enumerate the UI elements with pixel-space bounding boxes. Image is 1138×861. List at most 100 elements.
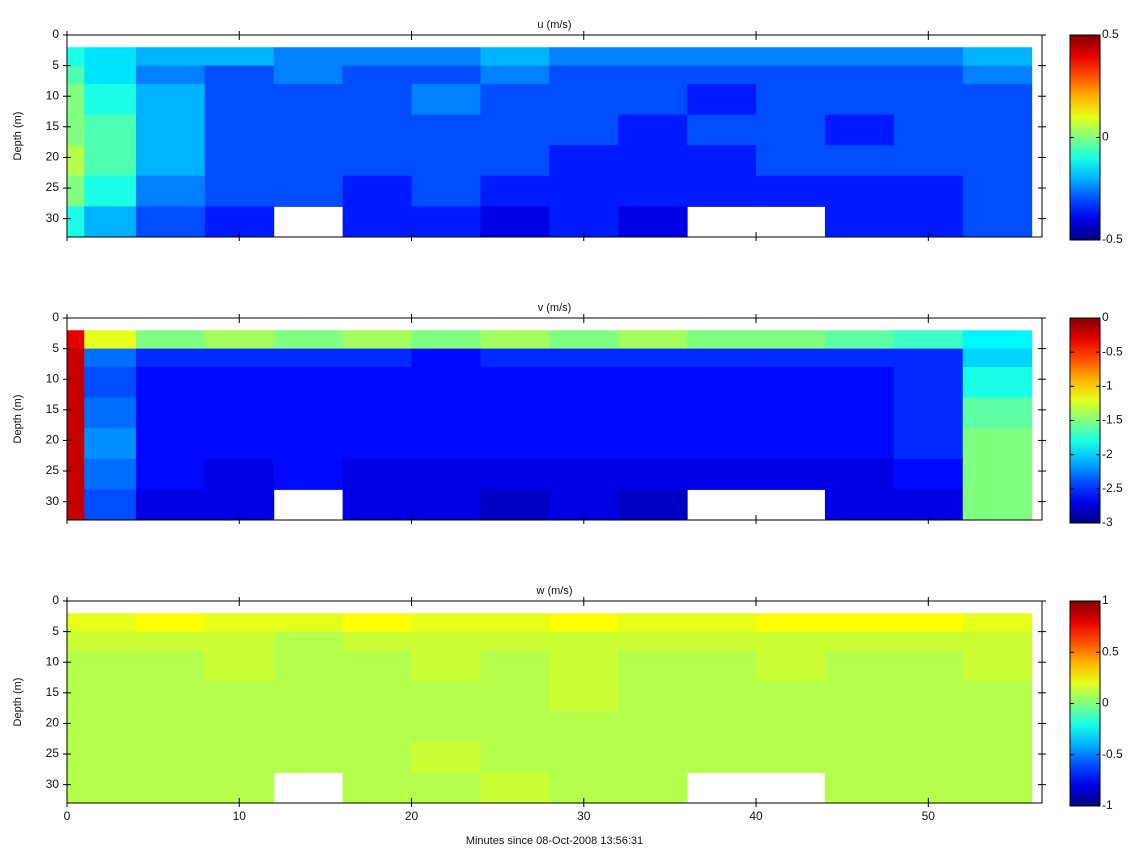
heat-cell bbox=[893, 741, 964, 773]
axes-box bbox=[66, 317, 1043, 521]
y-tick-label: 25 bbox=[46, 180, 60, 194]
heat-cell bbox=[480, 330, 550, 350]
heat-cell bbox=[824, 680, 895, 712]
heat-cell bbox=[549, 114, 619, 146]
heat-cell bbox=[824, 428, 895, 460]
colorbar-tick-label: -0.5 bbox=[1102, 344, 1123, 358]
heat-cell bbox=[893, 83, 964, 116]
heat-cell bbox=[549, 348, 619, 368]
axes-box bbox=[66, 600, 1043, 804]
heat-cell bbox=[618, 65, 688, 85]
heat-cell bbox=[411, 83, 481, 116]
y-tick-label: 15 bbox=[46, 402, 60, 416]
heat-cell bbox=[135, 114, 206, 146]
heat-cell bbox=[618, 741, 688, 773]
heat-cell bbox=[687, 330, 757, 350]
colorbar-tick-label: -1 bbox=[1102, 798, 1113, 812]
heat-cell bbox=[273, 175, 344, 207]
heat-cell bbox=[342, 711, 413, 743]
heat-cell bbox=[824, 772, 895, 804]
heat-cell bbox=[67, 65, 85, 85]
heat-cell bbox=[893, 631, 964, 651]
heat-cell bbox=[618, 366, 688, 399]
heat-cell bbox=[84, 65, 137, 85]
y-tick-label: 10 bbox=[46, 88, 60, 102]
colorbar-tick-label: -1.5 bbox=[1102, 413, 1123, 427]
heat-cell bbox=[273, 145, 344, 177]
heat-cell bbox=[549, 83, 619, 116]
heat-cell bbox=[84, 458, 137, 490]
heat-cell bbox=[893, 711, 964, 743]
heat-cell bbox=[480, 65, 550, 85]
heat-cell bbox=[84, 114, 137, 146]
heat-cell bbox=[135, 613, 206, 633]
y-tick-label: 15 bbox=[46, 119, 60, 133]
colorbar-tick-label: 0 bbox=[1102, 130, 1109, 144]
y-axis-label: Depth (m) bbox=[12, 112, 24, 161]
heat-cell bbox=[204, 47, 275, 67]
heat-cell bbox=[893, 145, 964, 177]
y-tick-label: 0 bbox=[52, 593, 59, 607]
heat-cell bbox=[135, 47, 206, 67]
y-axis-label: Depth (m) bbox=[12, 395, 24, 444]
heat-cell bbox=[411, 65, 481, 85]
heat-cell bbox=[618, 145, 688, 177]
heat-cell bbox=[687, 613, 757, 633]
heat-cell bbox=[135, 206, 206, 238]
heat-cell bbox=[687, 649, 757, 682]
heat-cell bbox=[84, 489, 137, 521]
heat-cell bbox=[687, 65, 757, 85]
y-tick-label: 5 bbox=[52, 58, 59, 72]
heat-cell bbox=[84, 83, 137, 116]
heat-cell bbox=[824, 613, 895, 633]
heat-cell bbox=[962, 613, 1033, 633]
y-tick-label: 25 bbox=[46, 746, 60, 760]
heat-cell bbox=[756, 145, 826, 177]
heat-cell bbox=[962, 65, 1033, 85]
heat-cell bbox=[549, 145, 619, 177]
heat-cell bbox=[411, 772, 481, 804]
panel-title: w (m/s) bbox=[535, 585, 572, 597]
heat-cell bbox=[756, 348, 826, 368]
y-tick-label: 25 bbox=[46, 463, 60, 477]
y-tick-label: 15 bbox=[46, 685, 60, 699]
heat-cell bbox=[824, 458, 895, 490]
heat-cell bbox=[756, 458, 826, 490]
heat-cell bbox=[273, 613, 344, 633]
heat-cell bbox=[549, 458, 619, 490]
axes-box bbox=[66, 34, 1043, 238]
heat-cell bbox=[273, 348, 344, 368]
heat-cell bbox=[480, 613, 550, 633]
heat-cell bbox=[618, 428, 688, 460]
heat-cell bbox=[480, 711, 550, 743]
y-tick-label: 20 bbox=[46, 716, 60, 730]
heat-cell bbox=[480, 649, 550, 682]
heat-cell bbox=[480, 458, 550, 490]
heat-cell bbox=[411, 206, 481, 238]
heat-cell bbox=[824, 397, 895, 429]
heat-cell bbox=[67, 613, 85, 633]
heat-cell bbox=[135, 175, 206, 207]
heat-cell bbox=[273, 366, 344, 399]
heat-cell bbox=[824, 114, 895, 146]
heat-cell bbox=[84, 175, 137, 207]
heat-cell bbox=[962, 145, 1033, 177]
heat-cell bbox=[756, 649, 826, 682]
heat-cell bbox=[893, 114, 964, 146]
heat-cell bbox=[480, 366, 550, 399]
heat-cell bbox=[687, 631, 757, 651]
heat-cell bbox=[756, 47, 826, 67]
heat-cell bbox=[687, 175, 757, 207]
colorbar bbox=[1069, 34, 1101, 241]
heat-cell bbox=[549, 397, 619, 429]
heat-cell bbox=[687, 83, 757, 116]
heat-cell bbox=[962, 206, 1033, 238]
heat-cell bbox=[135, 772, 206, 804]
heat-cell bbox=[618, 175, 688, 207]
heat-cell bbox=[84, 741, 137, 773]
y-tick-label: 10 bbox=[46, 654, 60, 668]
heat-cell bbox=[204, 680, 275, 712]
colorbar-tick-label: 1 bbox=[1102, 593, 1109, 607]
heat-cell bbox=[687, 711, 757, 743]
heat-cell bbox=[67, 649, 85, 682]
